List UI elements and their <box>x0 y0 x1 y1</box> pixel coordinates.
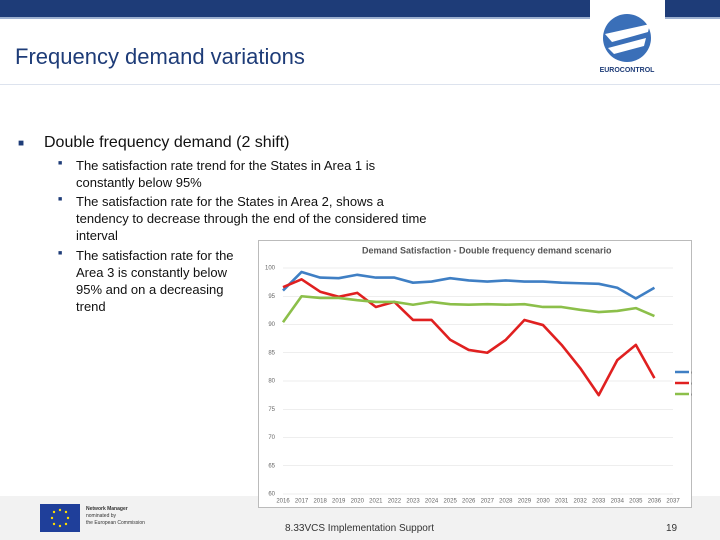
x-tick-label: 2029 <box>518 499 532 505</box>
y-tick-label: 95 <box>268 294 275 300</box>
x-tick-label: 2024 <box>425 499 439 505</box>
bullet: ■ <box>58 250 63 257</box>
y-tick-label: 75 <box>268 407 275 413</box>
slide-title: Frequency demand variations <box>15 44 305 69</box>
flag <box>40 504 80 532</box>
x-tick-label: 2020 <box>351 499 365 505</box>
x-tick-label: 2033 <box>592 499 606 505</box>
logo-swoosh <box>605 24 650 42</box>
x-tick-label: 2036 <box>648 499 662 505</box>
x-tick-label: 2028 <box>499 499 513 505</box>
bullet: ■ <box>58 196 63 203</box>
sub-bullet: The satisfaction rate for the States in … <box>76 194 427 243</box>
partner-line: Network Manager <box>86 506 128 512</box>
series-line <box>281 294 655 323</box>
x-tick-label: 2026 <box>462 499 476 505</box>
x-tick-label: 2025 <box>443 499 457 505</box>
sub-bullet: The satisfaction rate trend for the Stat… <box>76 158 376 190</box>
top-bar <box>0 0 720 19</box>
bullet: ■ <box>18 138 25 149</box>
logo: EUROCONTROL <box>600 14 656 74</box>
footer-text: 8.33VCS Implementation Support <box>285 523 434 534</box>
chart-frame <box>258 240 692 508</box>
x-tick-label: 2034 <box>611 499 625 505</box>
x-tick-label: 2019 <box>332 499 346 505</box>
y-tick-label: 100 <box>265 266 276 272</box>
sub-bullet: The satisfaction rate for the Area 3 is … <box>76 248 234 314</box>
y-tick-label: 85 <box>268 350 275 356</box>
partner-line: nominated by <box>86 513 117 519</box>
bullet: ■ <box>58 160 63 167</box>
partner-line: the European Commission <box>86 520 145 526</box>
x-tick-label: 2017 <box>295 499 309 505</box>
page-number: 19 <box>666 523 678 534</box>
x-tick-label: 2035 <box>629 499 643 505</box>
y-tick-label: 70 <box>268 435 275 441</box>
x-tick-label: 2032 <box>573 499 587 505</box>
chart: Demand Satisfaction - Double frequency d… <box>258 240 692 508</box>
y-tick-label: 90 <box>268 322 275 328</box>
y-tick-label: 60 <box>268 492 275 498</box>
x-tick-label: 2018 <box>313 499 327 505</box>
x-tick-label: 2023 <box>406 499 420 505</box>
series-line <box>282 278 656 397</box>
x-tick-label: 2030 <box>536 499 550 505</box>
logo-swoosh <box>608 38 646 54</box>
x-tick-label: 2021 <box>369 499 383 505</box>
x-tick-label: 2016 <box>276 499 290 505</box>
logo-box: EUROCONTROL <box>590 0 665 82</box>
stars <box>50 508 70 528</box>
x-tick-label: 2022 <box>388 499 402 505</box>
rule <box>0 84 720 85</box>
x-tick-label: 2031 <box>555 499 569 505</box>
logo-text: EUROCONTROL <box>600 67 656 74</box>
partner: Network Manager nominated by the Europea… <box>86 506 145 527</box>
chart-title: Demand Satisfaction - Double frequency d… <box>362 245 612 255</box>
series-line <box>282 270 656 300</box>
eu-flag <box>40 504 80 532</box>
bullet-text: Double frequency demand (2 shift) <box>44 134 290 151</box>
y-tick-label: 80 <box>268 379 275 385</box>
x-tick-label: 2027 <box>481 499 495 505</box>
x-tick-label: 2037 <box>666 499 680 505</box>
y-tick-label: 65 <box>268 463 275 469</box>
